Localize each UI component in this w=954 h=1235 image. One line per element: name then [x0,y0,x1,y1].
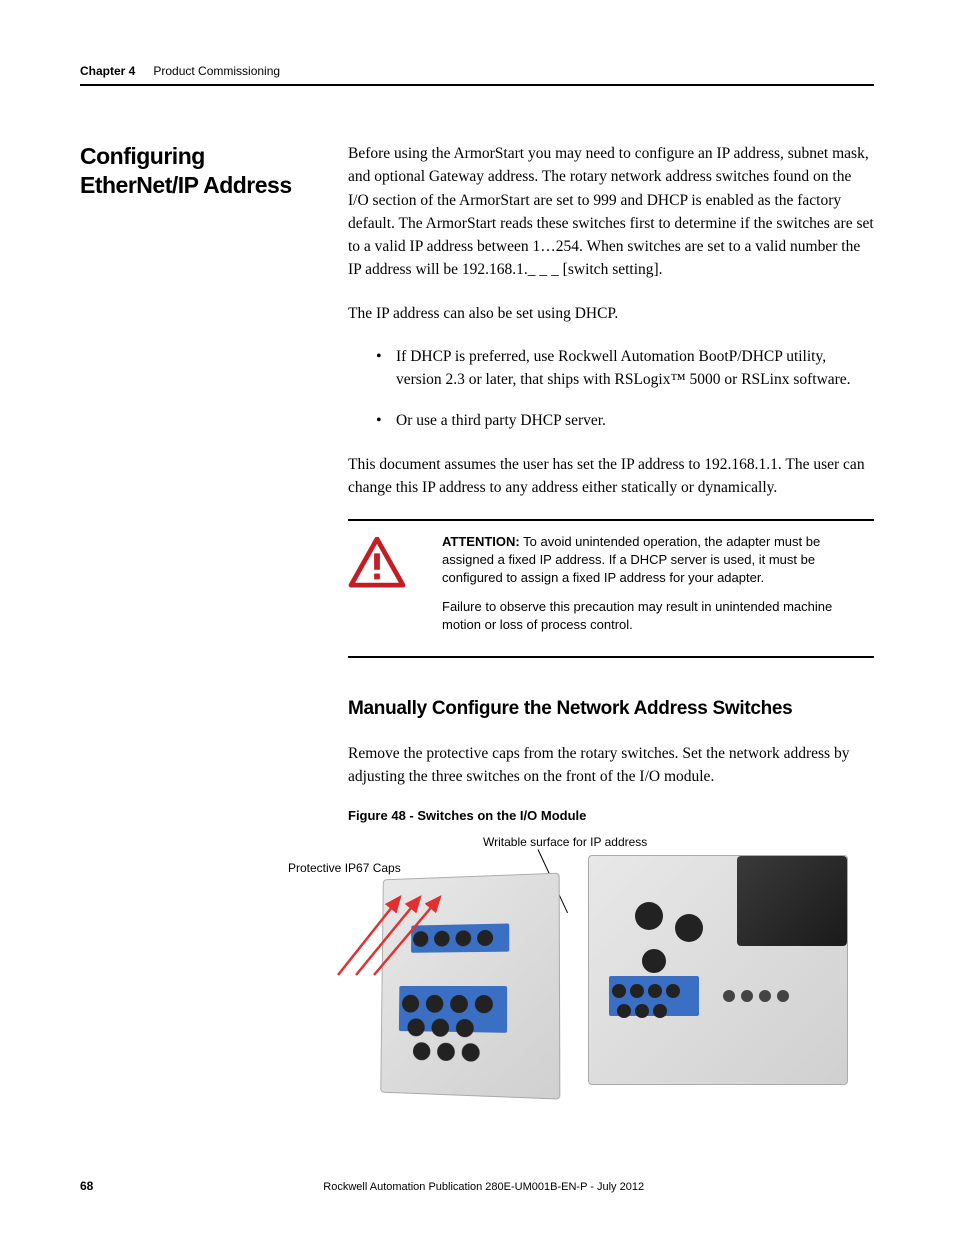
dhcp-bullet-list: If DHCP is preferred, use Rockwell Autom… [376,345,874,433]
main-content: Configuring EtherNet/IP Address Before u… [80,142,874,1115]
publication-info: Rockwell Automation Publication 280E-UM0… [323,1181,644,1193]
intro-paragraph-1: Before using the ArmorStart you may need… [348,142,874,282]
list-item: Or use a third party DHCP server. [376,409,874,432]
chapter-label: Chapter 4 [80,64,135,78]
subsection-heading: Manually Configure the Network Address S… [348,698,874,720]
attention-text-block: ATTENTION: To avoid unintended operation… [442,533,874,644]
list-item: If DHCP is preferred, use Rockwell Autom… [376,345,874,392]
connector-dots-icon [589,856,849,1086]
intro-paragraph-2: The IP address can also be set using DHC… [348,302,874,325]
attention-callout: ATTENTION: To avoid unintended operation… [348,519,874,658]
device-right-illustration [588,855,848,1085]
attention-text-2: Failure to observe this precaution may r… [442,598,874,634]
page-header: Chapter 4 Product Commissioning [80,62,874,86]
section-heading: Configuring EtherNet/IP Address [80,142,320,200]
chapter-title: Product Commissioning [153,64,280,78]
warning-icon [348,533,406,594]
page-number: 68 [80,1179,93,1193]
attention-label: ATTENTION: [442,534,520,549]
figure-48-diagram: Writable surface for IP address Protecti… [288,835,874,1115]
left-column: Configuring EtherNet/IP Address [80,142,320,1115]
right-column: Before using the ArmorStart you may need… [348,142,874,1115]
subsection-paragraph: Remove the protective caps from the rota… [348,742,874,789]
page-footer: 68 Rockwell Automation Publication 280E-… [80,1179,874,1193]
red-arrows-icon [328,865,478,985]
intro-paragraph-3: This document assumes the user has set t… [348,453,874,500]
figure-caption: Figure 48 - Switches on the I/O Module [348,808,874,823]
callout-writable-surface: Writable surface for IP address [483,835,647,849]
